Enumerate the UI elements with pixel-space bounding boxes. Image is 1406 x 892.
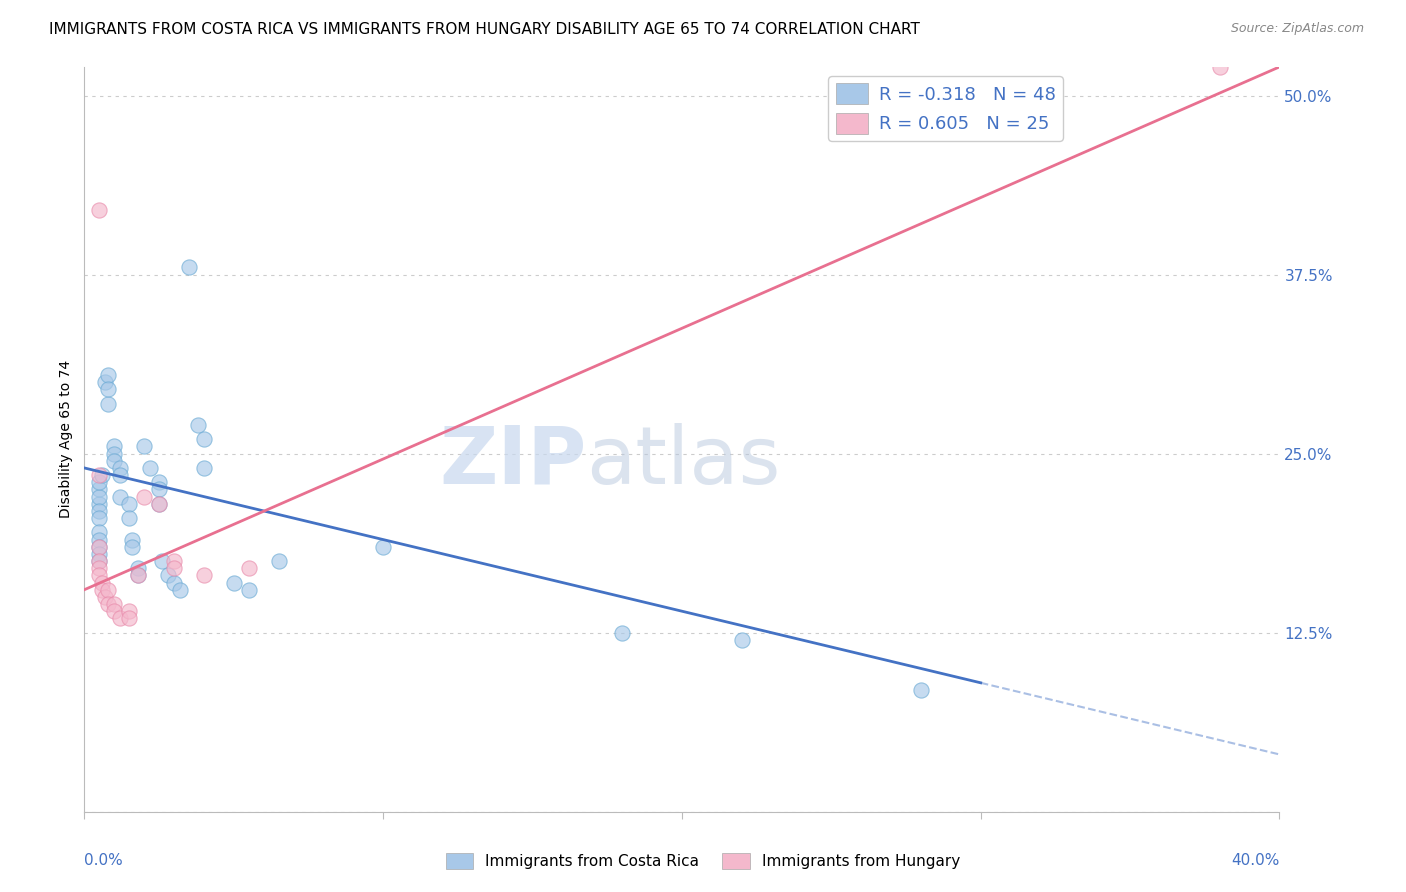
Point (148, 497, 170, 511)
Point (163, 554, 186, 568)
Point (97, 396, 120, 410)
Point (238, 582, 260, 597)
Point (89, 568, 111, 582)
Point (89, 540, 111, 554)
Point (91, 468, 114, 483)
Point (103, 604, 125, 618)
Point (177, 260, 200, 275)
Point (110, 490, 132, 504)
Point (169, 582, 191, 597)
Point (89, 540, 111, 554)
Point (89, 525, 111, 540)
Point (1209, 60, 1232, 74)
Point (187, 417, 209, 432)
Text: 0.0%: 0.0% (84, 853, 124, 868)
Point (267, 554, 290, 568)
Point (148, 483, 170, 497)
Point (163, 561, 186, 575)
Point (91, 575, 114, 590)
Point (97, 582, 120, 597)
Point (118, 497, 141, 511)
Point (118, 604, 141, 618)
Point (121, 533, 143, 547)
Point (94, 590, 117, 604)
Point (89, 554, 111, 568)
Point (939, 88, 962, 103)
Point (222, 575, 245, 590)
Point (118, 511, 141, 525)
Point (148, 497, 170, 511)
Point (193, 461, 215, 475)
Point (193, 568, 215, 582)
Point (163, 575, 186, 590)
Point (910, 683, 932, 698)
Point (157, 568, 180, 582)
Point (238, 561, 260, 575)
Point (103, 440, 125, 454)
Point (89, 511, 111, 525)
Point (110, 461, 132, 475)
Point (127, 568, 149, 582)
Point (97, 382, 120, 396)
Legend: Immigrants from Costa Rica, Immigrants from Hungary: Immigrants from Costa Rica, Immigrants f… (440, 847, 966, 875)
Point (89, 554, 111, 568)
Point (121, 540, 143, 554)
Point (89, 468, 111, 483)
Point (373, 540, 395, 554)
Y-axis label: Disability Age 65 to 74: Disability Age 65 to 74 (59, 360, 73, 518)
Point (94, 375, 117, 389)
Point (193, 433, 215, 447)
Point (110, 611, 132, 625)
Point (110, 468, 132, 483)
Point (89, 483, 111, 497)
Point (731, 632, 754, 647)
Point (89, 203, 111, 218)
Point (103, 597, 125, 611)
Point (148, 475, 170, 490)
Point (89, 533, 111, 547)
Point (89, 490, 111, 504)
Point (127, 568, 149, 582)
Point (89, 497, 111, 511)
Point (127, 561, 149, 575)
Point (103, 454, 125, 468)
Point (89, 561, 111, 575)
Text: atlas: atlas (586, 423, 780, 500)
Point (89, 475, 111, 490)
Point (150, 554, 173, 568)
Legend: R = -0.318   N = 48, R = 0.605   N = 25: R = -0.318 N = 48, R = 0.605 N = 25 (828, 76, 1063, 141)
Point (139, 461, 162, 475)
Point (103, 447, 125, 461)
Point (97, 368, 120, 382)
Point (89, 504, 111, 518)
Text: 40.0%: 40.0% (1232, 853, 1279, 868)
Text: Source: ZipAtlas.com: Source: ZipAtlas.com (1230, 22, 1364, 36)
Text: IMMIGRANTS FROM COSTA RICA VS IMMIGRANTS FROM HUNGARY DISABILITY AGE 65 TO 74 CO: IMMIGRANTS FROM COSTA RICA VS IMMIGRANTS… (49, 22, 920, 37)
Point (132, 490, 156, 504)
Point (118, 611, 141, 625)
Point (89, 547, 111, 561)
Text: ZIP: ZIP (439, 423, 586, 500)
Point (91, 582, 114, 597)
Point (132, 440, 156, 454)
Point (612, 625, 634, 640)
Point (97, 597, 120, 611)
